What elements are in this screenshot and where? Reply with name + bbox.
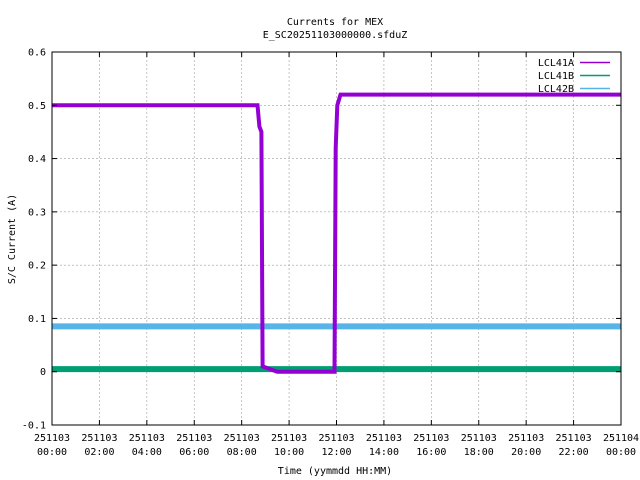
y-tick-label: 0.5: [28, 101, 46, 112]
x-tick-date: 251103: [271, 433, 307, 444]
y-tick-label: -0.1: [22, 421, 46, 432]
legend-label: LCL41B: [538, 71, 574, 82]
legend-label: LCL42B: [538, 84, 574, 95]
x-tick-date: 251103: [129, 433, 165, 444]
x-tick-date: 251103: [81, 433, 117, 444]
y-tick-label: 0.4: [28, 154, 46, 165]
x-tick-time: 06:00: [179, 447, 209, 458]
legend: LCL41A LCL41B LCL42B: [538, 58, 610, 95]
chart-subtitle: E_SC20251103000000.sfduZ: [263, 30, 408, 41]
x-tick-date: 251103: [461, 433, 497, 444]
y-axis-ticks: -0.1 0 0.1 0.2 0.3 0.4 0.5 0.6: [22, 48, 621, 432]
x-tick-time: 22:00: [559, 447, 589, 458]
x-tick-time: 08:00: [227, 447, 257, 458]
x-tick-date: 251103: [556, 433, 592, 444]
series-line-lcl41a: [52, 92, 621, 374]
x-axis-ticks: 251103 00:00 251103 02:00 251103 04:00 251103 0…: [34, 52, 639, 458]
x-axis-label: Time (yymmdd HH:MM): [278, 466, 392, 477]
x-tick-time: 18:00: [464, 447, 494, 458]
y-tick-label: 0: [40, 367, 46, 378]
x-tick-time: 12:00: [321, 447, 351, 458]
x-tick-time: 10:00: [274, 447, 304, 458]
y-tick-label: 0.2: [28, 261, 46, 272]
legend-label: LCL41A: [538, 58, 574, 69]
y-tick-label: 0.6: [28, 48, 46, 59]
y-tick-label: 0.3: [28, 207, 46, 218]
x-tick-time: 00:00: [37, 447, 67, 458]
x-tick-time: 04:00: [132, 447, 162, 458]
y-tick-label: 0.1: [28, 314, 46, 325]
x-tick-time: 20:00: [511, 447, 541, 458]
x-tick-date: 251104: [603, 433, 639, 444]
x-tick-date: 251103: [318, 433, 354, 444]
chart-title: Currents for MEX: [287, 17, 383, 28]
x-tick-date: 251103: [224, 433, 260, 444]
x-tick-time: 14:00: [369, 447, 399, 458]
x-tick-date: 251103: [366, 433, 402, 444]
x-tick-date: 251103: [413, 433, 449, 444]
x-tick-date: 251103: [508, 433, 544, 444]
y-axis-label: S/C Current (A): [7, 194, 18, 284]
series-layer: [52, 92, 621, 374]
x-tick-time: 00:00: [606, 447, 636, 458]
x-tick-date: 251103: [34, 433, 70, 444]
x-tick-time: 16:00: [416, 447, 446, 458]
x-tick-time: 02:00: [84, 447, 114, 458]
x-tick-date: 251103: [176, 433, 212, 444]
